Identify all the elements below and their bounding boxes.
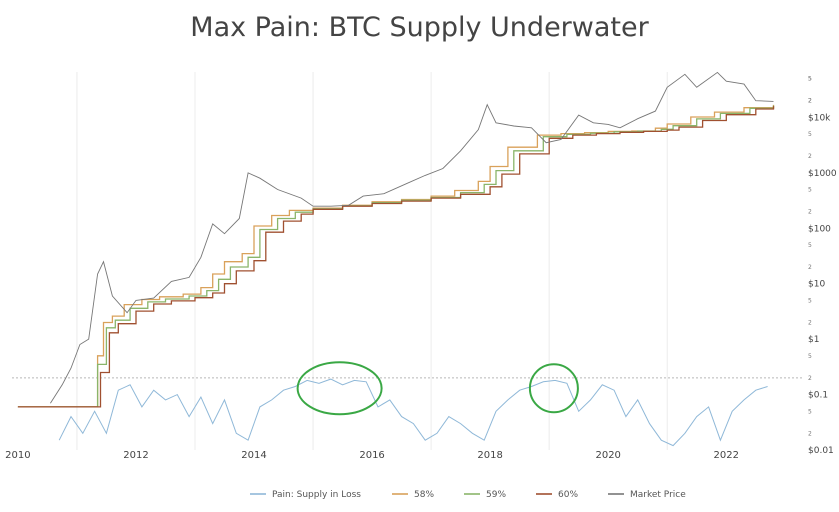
y-minor-tick-label: 5	[808, 242, 812, 249]
legend-label: 59%	[486, 490, 506, 500]
y-minor-tick-label: 5	[808, 408, 812, 415]
legend-item: Market Price	[608, 490, 686, 500]
x-tick-label: 2018	[477, 450, 502, 461]
y-tick-label: $10k	[808, 113, 831, 123]
y-minor-tick-label: 5	[808, 187, 812, 194]
y-tick-label: $1	[808, 335, 819, 345]
y-minor-tick-label: 5	[808, 131, 812, 138]
legend-item: Pain: Supply in Loss	[250, 490, 361, 500]
x-tick-label: 2020	[595, 450, 620, 461]
x-tick-label: 2022	[714, 450, 739, 461]
y-minor-tick-label: 2	[808, 264, 812, 271]
x-tick-label: 2012	[123, 450, 148, 461]
highlight-ellipse-2	[528, 363, 579, 414]
y-minor-tick-label: 2	[808, 98, 812, 105]
series-layer	[17, 71, 775, 447]
series-59-	[17, 105, 775, 408]
legend-label: Market Price	[630, 490, 686, 500]
series-58-	[17, 104, 775, 408]
y-tick-label: $100	[808, 224, 831, 234]
y-minor-tick-label: 5	[808, 297, 812, 304]
x-tick-label: 2016	[359, 450, 384, 461]
y-minor-tick-label: 5	[808, 76, 812, 83]
y-minor-tick-label: 2	[808, 430, 812, 437]
y-axis-ticks: $10k $1000 $100 $10 $1 $0.1 $0.01 2 5 2 5 2 5 2 5 2 5 2 5 2…	[808, 76, 837, 456]
legend-item: 59%	[464, 490, 506, 500]
gridlines	[76, 72, 668, 450]
y-tick-label: $10	[808, 280, 825, 290]
legend-label: 60%	[558, 490, 578, 500]
y-minor-tick-label: 2	[808, 153, 812, 160]
y-minor-tick-label: 5	[808, 76, 812, 83]
chart-title: Max Pain: BTC Supply Underwater	[190, 12, 649, 43]
y-minor-tick-label: 2	[808, 209, 812, 216]
legend-item: 58%	[392, 490, 434, 500]
highlight-ellipse-1	[296, 361, 383, 416]
x-axis-ticks: 2010 2012 2014 2016 2018 2020 2022	[5, 450, 739, 461]
y-tick-label: $0.1	[808, 391, 828, 401]
y-minor-tick-label: 2	[808, 319, 812, 326]
legend-label: Pain: Supply in Loss	[272, 490, 361, 500]
legend-item: 60%	[536, 490, 578, 500]
series-market-price	[50, 71, 774, 404]
x-tick-label: 2010	[5, 450, 30, 461]
y-tick-label: $1000	[808, 169, 837, 179]
series-60-	[17, 106, 775, 408]
y-tick-label: $0.01	[808, 446, 834, 456]
y-minor-tick-label: 2	[808, 98, 812, 105]
legend: Pain: Supply in Loss 58% 59% 60% Market Pric…	[250, 490, 686, 500]
y-minor-tick-label: 5	[808, 353, 812, 360]
series-pain-supply-in-loss	[58, 378, 768, 447]
legend-label: 58%	[414, 490, 434, 500]
annotations	[296, 361, 579, 416]
y-minor-tick-label: 2	[808, 375, 812, 382]
x-tick-label: 2014	[241, 450, 266, 461]
